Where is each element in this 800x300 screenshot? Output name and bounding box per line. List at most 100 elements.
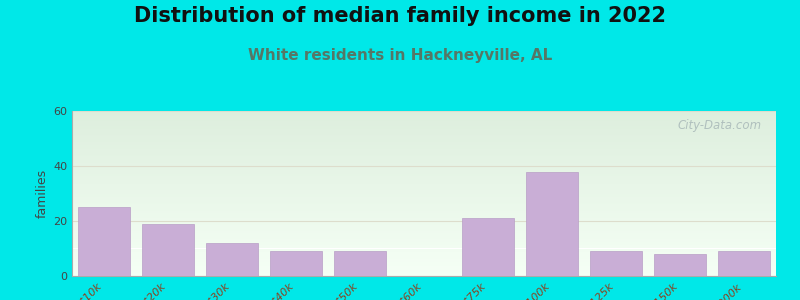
Bar [72, 192, 776, 193]
Bar [72, 233, 776, 234]
Bar [72, 227, 776, 228]
Bar [72, 232, 776, 233]
Bar [72, 236, 776, 237]
Bar [72, 196, 776, 197]
Bar [72, 145, 776, 146]
Bar [72, 119, 776, 120]
Bar [72, 180, 776, 181]
Bar [72, 193, 776, 194]
Bar [72, 257, 776, 258]
Bar [72, 151, 776, 152]
Text: City-Data.com: City-Data.com [678, 119, 762, 132]
Bar [72, 194, 776, 195]
Bar [72, 211, 776, 212]
Bar [72, 216, 776, 217]
Bar [72, 242, 776, 243]
Text: White residents in Hackneyville, AL: White residents in Hackneyville, AL [248, 48, 552, 63]
Bar [72, 261, 776, 262]
Bar [72, 186, 776, 187]
Bar [72, 178, 776, 179]
Bar [72, 173, 776, 174]
Bar [72, 177, 776, 178]
Bar [72, 179, 776, 180]
Bar [72, 155, 776, 156]
Bar [72, 148, 776, 149]
Bar [72, 130, 776, 131]
Bar [72, 188, 776, 189]
Bar [72, 200, 776, 201]
Bar [72, 251, 776, 252]
Bar [72, 144, 776, 145]
Bar [526, 172, 578, 276]
Bar [72, 152, 776, 153]
Bar [718, 251, 770, 276]
Bar [72, 118, 776, 119]
Bar [72, 111, 776, 112]
Bar [72, 147, 776, 148]
Bar [72, 218, 776, 219]
Bar [72, 187, 776, 188]
Bar [72, 234, 776, 235]
Bar [72, 123, 776, 124]
Bar [72, 153, 776, 154]
Bar [270, 251, 322, 276]
Bar [78, 207, 130, 276]
Bar [72, 129, 776, 130]
Bar [72, 246, 776, 247]
Bar [72, 157, 776, 158]
Bar [72, 230, 776, 231]
Bar [72, 143, 776, 144]
Bar [72, 222, 776, 223]
Bar [72, 140, 776, 141]
Bar [72, 208, 776, 209]
Bar [72, 163, 776, 164]
Bar [72, 219, 776, 220]
Bar [72, 265, 776, 266]
Bar [72, 171, 776, 172]
Bar [72, 202, 776, 203]
Bar [72, 254, 776, 255]
Bar [72, 131, 776, 132]
Bar [72, 121, 776, 122]
Bar [72, 238, 776, 239]
Bar [72, 270, 776, 271]
Bar [72, 188, 776, 189]
Bar [72, 167, 776, 168]
Bar [72, 136, 776, 137]
Bar [72, 238, 776, 239]
Bar [462, 218, 514, 276]
Bar [72, 268, 776, 269]
Bar [72, 120, 776, 121]
Bar [72, 175, 776, 176]
Bar [72, 239, 776, 240]
Bar [72, 176, 776, 177]
Bar [72, 206, 776, 207]
Bar [72, 158, 776, 159]
Bar [72, 205, 776, 206]
Bar [72, 114, 776, 115]
Bar [72, 189, 776, 190]
Bar [72, 161, 776, 162]
Bar [72, 141, 776, 142]
Bar [72, 225, 776, 226]
Bar [72, 135, 776, 136]
Bar [72, 245, 776, 246]
Bar [72, 235, 776, 236]
Bar [72, 197, 776, 198]
Bar [72, 249, 776, 250]
Bar [72, 142, 776, 143]
Bar [72, 159, 776, 160]
Bar [72, 198, 776, 199]
Bar [72, 229, 776, 230]
Bar [72, 237, 776, 238]
Bar [72, 258, 776, 259]
Bar [72, 259, 776, 260]
Bar [72, 250, 776, 251]
Bar [72, 273, 776, 274]
Bar [72, 266, 776, 267]
Bar [72, 124, 776, 125]
Bar [72, 183, 776, 184]
Bar [72, 203, 776, 204]
Bar [72, 113, 776, 114]
Bar [72, 240, 776, 241]
